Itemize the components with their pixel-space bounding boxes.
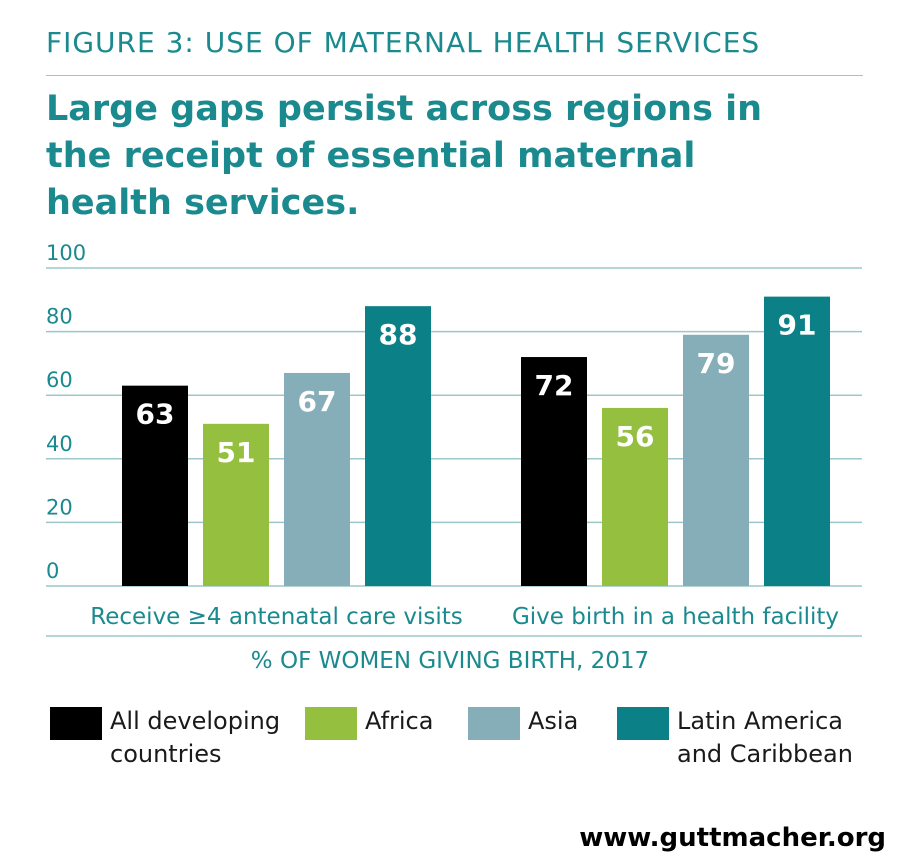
legend-label-line1: Africa — [365, 707, 434, 735]
legend-label-line1: Asia — [528, 707, 579, 735]
legend-label-line1: All developing — [110, 707, 281, 735]
bar-value-label: 56 — [616, 420, 655, 453]
y-tick-label: 100 — [46, 241, 86, 265]
legend-item-asia: Asia — [468, 705, 578, 740]
legend-item-africa: Africa — [305, 705, 433, 740]
legend-swatch-all-developing — [50, 707, 102, 740]
bar — [365, 306, 431, 586]
y-tick-label: 20 — [46, 495, 73, 519]
bar — [122, 385, 188, 586]
bar — [602, 407, 668, 586]
figure-label: FIGURE 3: USE OF MATERNAL HEALTH SERVICE… — [46, 26, 761, 59]
legend-item-latin-america: Latin America and Caribbean — [617, 705, 853, 771]
bar — [764, 296, 830, 586]
legend-label-line2: and Caribbean — [677, 740, 853, 768]
y-tick-label: 80 — [46, 305, 73, 329]
legend-label-line2: countries — [110, 740, 222, 768]
legend-label-line1: Latin America — [677, 707, 843, 735]
bar-value-label: 79 — [697, 347, 736, 380]
y-tick-label: 60 — [46, 368, 73, 392]
bar-value-label: 63 — [136, 398, 175, 431]
bar — [203, 423, 269, 586]
x-axis-title: % OF WOMEN GIVING BIRTH, 2017 — [250, 648, 650, 674]
bar-value-label: 51 — [217, 436, 256, 469]
bar — [284, 372, 350, 586]
x-category-label: Receive ≥4 antenatal care visits — [90, 604, 462, 630]
legend-swatch-latin-america — [617, 707, 669, 740]
x-category-label: Give birth in a health facility — [512, 604, 839, 630]
legend-swatch-asia — [468, 707, 520, 740]
y-tick-label: 0 — [46, 559, 59, 583]
bar-chart: 0 20 40 60 80 100 63 51 67 88 Receive ≥4 antenatal… — [46, 241, 862, 637]
bar-value-label: 91 — [778, 309, 817, 342]
source-url[interactable]: www.guttmacher.org — [579, 823, 886, 853]
figure-label-rule — [46, 75, 863, 76]
bar-value-label: 88 — [379, 318, 418, 351]
bar — [521, 357, 587, 586]
headline: Large gaps persist across regions in the… — [46, 89, 762, 223]
legend-swatch-africa — [305, 707, 357, 740]
y-tick-label: 40 — [46, 432, 73, 456]
bar-value-label: 67 — [298, 385, 337, 418]
bar-value-label: 72 — [535, 369, 574, 402]
bar — [683, 334, 749, 586]
legend-item-all-developing: All developing countries — [50, 705, 280, 771]
